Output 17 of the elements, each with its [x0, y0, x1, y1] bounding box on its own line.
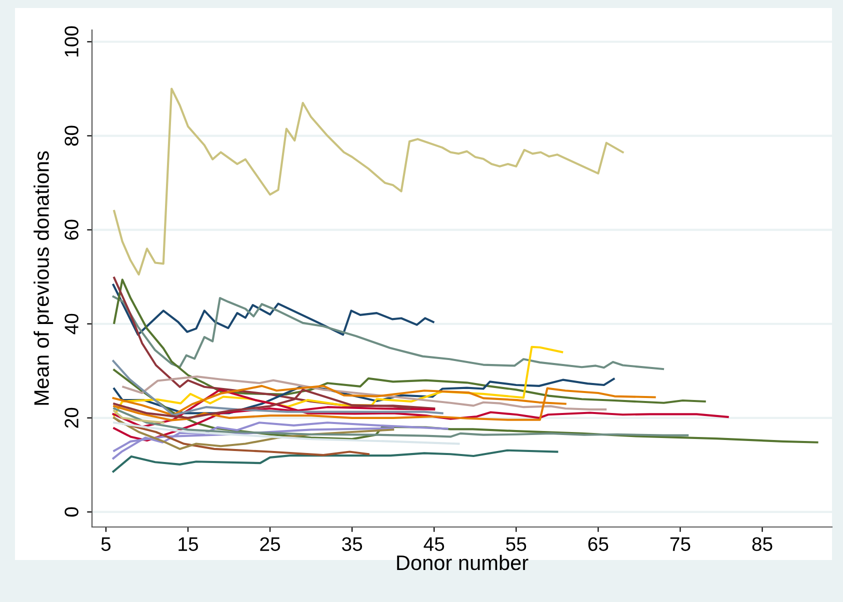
y-tick-label: 0 — [64, 507, 78, 517]
x-tick-label: 35 — [342, 537, 362, 552]
y-tick-label: 80 — [64, 126, 78, 146]
x-axis-title: Donor number — [397, 554, 528, 570]
y-tick-label: 40 — [64, 314, 78, 334]
x-tick-label: 25 — [260, 537, 280, 552]
x-tick-label: 5 — [101, 537, 111, 552]
x-tick-label: 85 — [752, 537, 772, 552]
x-tick-label: 45 — [424, 537, 444, 552]
y-tick-label: 60 — [64, 220, 78, 240]
x-tick-label: 15 — [178, 537, 198, 552]
y-tick-label: 20 — [64, 408, 78, 428]
x-tick-label: 65 — [588, 537, 608, 552]
y-tick-label: 100 — [64, 26, 78, 56]
x-tick-label: 55 — [506, 537, 526, 552]
y-axis-title: Mean of previous donations — [34, 151, 54, 405]
x-tick-label: 75 — [670, 537, 690, 552]
